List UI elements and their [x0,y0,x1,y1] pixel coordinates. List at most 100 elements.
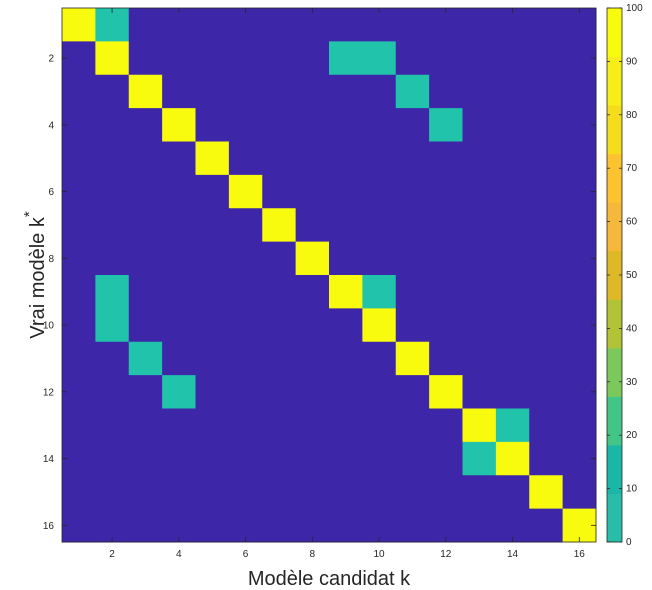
colorbar-segment [607,444,622,494]
y-tick-label: 2 [48,54,54,65]
heatmap-cell [95,8,130,42]
heatmap-cell [395,241,430,276]
heatmap-cell [228,508,263,543]
heatmap-cell [329,208,363,243]
heatmap-cell [462,208,497,243]
heatmap-cell [262,408,297,443]
heatmap-cell [362,208,397,243]
heatmap-cell [429,375,463,409]
heatmap-cell [262,108,297,142]
heatmap-cell [529,275,564,309]
heatmap-cell [495,308,530,343]
heatmap-cell [95,275,130,309]
heatmap-cell [295,208,330,243]
heatmap-cell [329,174,363,209]
heatmap-cell [162,508,196,543]
heatmap-cell [395,275,430,309]
heatmap-cell [295,41,330,76]
heatmap-cell [462,241,497,276]
x-tick-label: 4 [176,549,182,560]
heatmap-cell [529,308,564,343]
heatmap-cell [195,208,230,243]
heatmap-cell [429,241,463,276]
y-axis-ticks: 2 4 6 8 10 12 14 16 [43,54,596,532]
heatmap-cell [362,241,397,276]
heatmap-cell [262,275,297,309]
heatmap-cell [162,108,196,142]
heatmap-cell [362,475,397,510]
heatmap-cell [195,141,230,176]
heatmap-cell [429,41,463,76]
heatmap-cell [495,341,530,376]
heatmap-cell [195,441,230,476]
heatmap-cell [262,375,297,409]
colorbar-segment [607,56,622,106]
heatmap-cell [329,408,363,443]
colorbar-tick-label: 20 [626,430,638,441]
heatmap-cell [162,441,196,476]
heatmap-cell [329,275,363,309]
heatmap-cell [128,108,163,142]
heatmap-cell [562,375,597,409]
heatmap-cell [95,508,130,543]
heatmap-cell [128,375,163,409]
heatmap-cell [562,408,597,443]
heatmap-cell [529,174,564,209]
heatmap-cell [429,341,463,376]
heatmap-cell [429,308,463,343]
x-axis-ticks: 2 4 6 8 10 12 14 16 [109,8,585,560]
heatmap-cell [162,74,196,109]
y-axis-label: Vrai modèle k [27,216,49,339]
heatmap-cell [429,74,463,109]
heatmap-cell [462,475,497,510]
heatmap-cell [128,241,163,276]
y-axis-label-superscript: * [21,211,38,217]
heatmap-cell [495,208,530,243]
heatmap-cell [529,8,564,42]
heatmap-cell [329,141,363,176]
heatmap-cell [395,174,430,209]
x-tick-label: 14 [507,549,519,560]
heatmap-cell [362,308,397,343]
colorbar-tick-label: 90 [626,56,638,67]
heatmap-cell [95,308,130,343]
heatmap-cell [429,8,463,42]
heatmap-cell [562,275,597,309]
heatmap-cell [562,508,597,543]
heatmap-cell [462,74,497,109]
colorbar-segment [607,347,622,397]
heatmap-cell [362,375,397,409]
colorbar-tick-label: 60 [626,217,638,228]
heatmap-cell [495,441,530,476]
heatmap-cell [462,41,497,76]
heatmap-cell [562,174,597,209]
heatmap-cell [395,375,430,409]
heatmap-cell [62,108,96,142]
heatmap-cell [329,341,363,376]
colorbar [607,8,622,543]
heatmap-cell [162,174,196,209]
heatmap-cell [329,308,363,343]
heatmap-cell [95,208,130,243]
heatmap-cell [262,41,297,76]
heatmap-cell [495,8,530,42]
heatmap-cell [262,475,297,510]
heatmap-cell [562,208,597,243]
colorbar-tick-label: 30 [626,377,638,388]
heatmap-cell [495,375,530,409]
heatmap-cell [362,508,397,543]
heatmap-cell [295,341,330,376]
x-tick-label: 12 [440,549,452,560]
heatmap-cell [395,341,430,376]
heatmap-cell [362,141,397,176]
heatmap-cell [462,8,497,42]
x-tick-label: 10 [374,549,386,560]
heatmap-cell [128,475,163,510]
heatmap-cell [228,74,263,109]
heatmap-cell [362,408,397,443]
heatmap-cell [262,308,297,343]
heatmap-cell [395,475,430,510]
heatmap-cell [329,41,363,76]
heatmap-cell [495,408,530,443]
heatmap-cell [395,74,430,109]
